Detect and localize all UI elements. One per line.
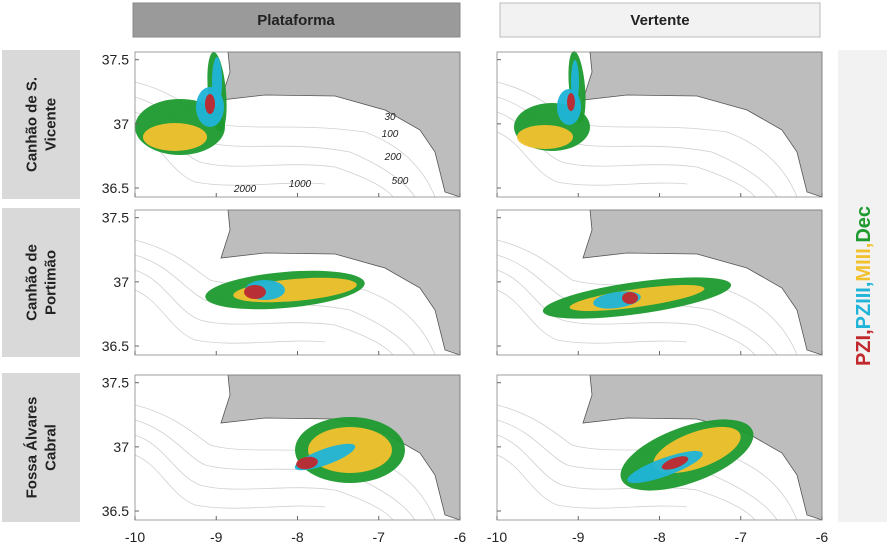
row-label-line: Canhão de S. [24, 77, 41, 172]
row-label-line: Canhão de [24, 244, 41, 321]
x-tick-label: -9 [572, 529, 585, 545]
particle-cloud [517, 125, 573, 149]
x-tick-label: -7 [735, 529, 748, 545]
row-label: Canhão de S. Vicente [24, 77, 60, 172]
x-tick-label: -7 [373, 529, 386, 545]
particle-cloud [296, 456, 318, 470]
particle-cloud [205, 94, 215, 114]
map-panel [496, 51, 823, 198]
x-tick-label: -8 [291, 529, 304, 545]
y-tick-label: 36.5 [102, 338, 129, 354]
x-tick-label: -10 [487, 529, 507, 545]
column-header: Vertente [630, 12, 689, 29]
particle-cloud [143, 123, 207, 151]
contour-label: 500 [392, 176, 409, 187]
y-tick-label: 37.5 [102, 375, 129, 391]
contour-label: 30 [384, 112, 396, 123]
row-label-box [2, 208, 80, 357]
y-tick-label: 37 [113, 439, 129, 455]
x-tick-label: -6 [454, 529, 467, 545]
row-label-box [2, 50, 80, 199]
y-tick-label: 36.5 [102, 180, 129, 196]
column-header-box [499, 2, 821, 38]
particle-cloud [212, 57, 222, 107]
row-label: Fossa Álvares Cabral [24, 397, 60, 499]
particle-cloud [571, 60, 579, 104]
contour-label: 1000 [289, 179, 312, 190]
x-tick-label: -8 [653, 529, 666, 545]
particle-cloud [622, 292, 638, 304]
legend-entry: PZI, [853, 329, 875, 366]
x-tick-label: -10 [125, 529, 145, 545]
map-panel: -10 -9 -8 -7 -6 [487, 374, 829, 545]
contour-label: 2000 [233, 184, 257, 195]
row-label: Canhão de Portimão [24, 244, 60, 321]
column-header: Plataforma [257, 12, 335, 29]
particle-cloud [567, 93, 575, 111]
row-label-line: Cabral [43, 424, 60, 471]
legend-entry: Dec [853, 206, 875, 243]
legend-entry: MIII, [853, 243, 875, 282]
y-tick-label: 36.5 [102, 503, 129, 519]
legend-entry: PZIII, [853, 282, 875, 330]
map-panel: 36.5 37 37.5 [102, 209, 461, 356]
row-label-line: Vicente [43, 98, 60, 151]
y-tick-label: 37.5 [102, 52, 129, 68]
x-tick-label: -9 [210, 529, 223, 545]
y-tick-label: 37 [113, 274, 129, 290]
legend-box [838, 50, 887, 522]
contour-label: 200 [384, 152, 402, 163]
particle-cloud [244, 285, 266, 299]
x-tick-label: -6 [816, 529, 829, 545]
map-panel [496, 209, 823, 356]
particle-cloud [661, 456, 689, 470]
row-label-line: Portimão [43, 250, 60, 315]
legend: PZI,PZIII,MIII,Dec [853, 206, 875, 366]
row-label-box [2, 373, 80, 522]
row-label-line: Fossa Álvares [24, 397, 41, 499]
y-tick-label: 37 [113, 116, 129, 132]
map-panel: 36.5 37 37.5 -10 -9 -8 -7 -6 [102, 374, 467, 545]
contour-label: 100 [382, 129, 399, 140]
column-header-box [132, 2, 461, 38]
map-panel: 30 100 200 500 1000 2000 36.5 37 37.5 [102, 51, 461, 198]
y-tick-label: 37.5 [102, 210, 129, 226]
